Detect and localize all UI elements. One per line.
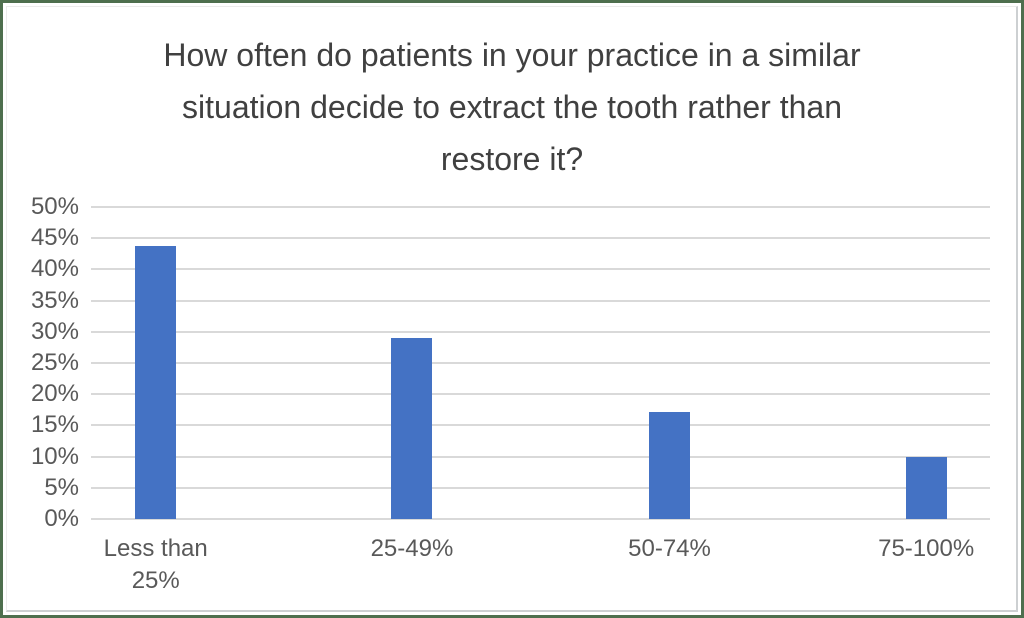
x-category-label: 25-49% xyxy=(370,535,454,562)
bar-3 xyxy=(649,411,690,519)
y-tick-label: 50% xyxy=(30,193,79,220)
y-tick-label: 0% xyxy=(44,505,79,532)
gridline xyxy=(91,424,990,427)
y-tick-label: 5% xyxy=(44,473,79,501)
gridline xyxy=(91,486,990,489)
bar-1 xyxy=(135,245,177,519)
bar-2 xyxy=(391,338,433,519)
x-category-label: Less than 25% xyxy=(103,535,208,594)
y-tick-label: 10% xyxy=(30,442,79,470)
chart-title: How often do patients in your practice i… xyxy=(163,37,861,177)
plot-area xyxy=(91,206,990,520)
gridline xyxy=(91,455,990,458)
y-tick-label: 20% xyxy=(30,380,79,408)
y-tick-label: 35% xyxy=(30,286,79,314)
gridline xyxy=(91,268,990,271)
y-tick-label: 30% xyxy=(30,317,79,345)
gridline xyxy=(91,362,990,364)
y-axis: 0% 5% 10% 15% 20% 25% 30% 35% 40% 45% 50% xyxy=(3,194,79,532)
x-category-label: 50-74% xyxy=(628,535,711,562)
y-tick-label: 40% xyxy=(30,255,79,283)
x-axis: Less than 25% 25-49% 50-74% 75-100% xyxy=(91,533,990,605)
y-tick-label: 15% xyxy=(30,411,79,439)
y-tick-label: 45% xyxy=(30,224,79,252)
gridline xyxy=(91,206,990,208)
y-tick-label: 25% xyxy=(30,349,79,376)
gridline xyxy=(91,237,990,240)
x-category-label: 75-100% xyxy=(878,535,975,562)
bar-4 xyxy=(905,457,947,519)
gridline xyxy=(91,518,990,520)
gridline xyxy=(91,393,990,396)
gridline xyxy=(91,330,990,333)
gridline xyxy=(91,299,990,302)
